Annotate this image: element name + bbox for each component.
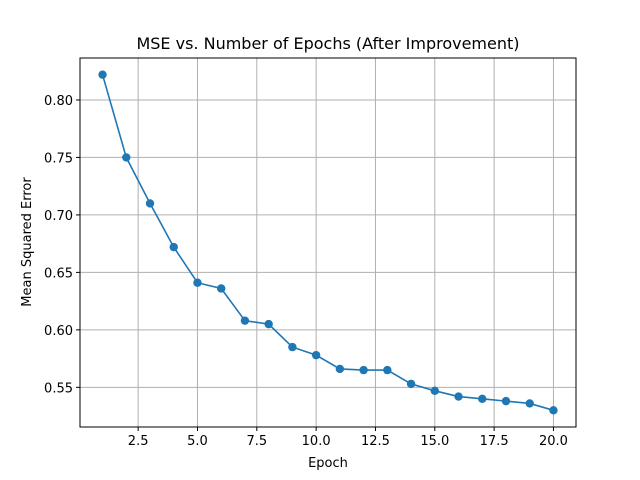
x-axis-label: Epoch <box>308 456 348 471</box>
data-point <box>549 406 558 415</box>
data-point <box>264 319 273 329</box>
data-point <box>240 316 250 325</box>
y-tick-label: 0.75 <box>44 151 73 166</box>
plot-frame <box>79 57 577 428</box>
data-point <box>359 365 368 375</box>
data-point <box>454 392 463 401</box>
data-point <box>478 394 487 404</box>
x-tick-label: 15.0 <box>420 434 449 449</box>
y-tick-label: 0.65 <box>44 266 73 281</box>
x-tick-label: 2.5 <box>128 434 149 449</box>
series-line <box>101 74 554 412</box>
x-tick-label: 17.5 <box>480 434 509 449</box>
y-tick-label: 0.55 <box>44 381 73 396</box>
x-tick-label: 12.5 <box>361 434 390 449</box>
series-layer <box>98 70 558 415</box>
data-point <box>525 399 534 408</box>
data-point <box>122 153 131 162</box>
data-point <box>288 342 297 352</box>
x-tick-label: 7.5 <box>246 434 267 449</box>
y-tick-label: 0.60 <box>44 324 73 339</box>
data-point <box>98 70 107 79</box>
x-tick-label: 5.0 <box>187 434 208 449</box>
data-point <box>383 365 392 375</box>
data-point <box>169 242 178 252</box>
data-point <box>217 284 226 293</box>
data-point <box>501 396 511 406</box>
data-point <box>145 199 155 208</box>
x-tick-label: 10.0 <box>302 434 331 449</box>
data-point <box>335 364 345 374</box>
data-point <box>406 379 416 389</box>
y-axis-label: Mean Squared Error <box>20 177 35 307</box>
data-point <box>311 350 321 360</box>
x-axis: 2.5 5.0 7.5 10.0 12.5 15.0 17.5 20.0 <box>128 427 568 449</box>
x-tick-label: 20.0 <box>539 434 568 449</box>
chart-title: MSE vs. Number of Epochs (After Improvem… <box>136 34 519 53</box>
y-axis: 0.55 0.60 0.65 0.70 0.75 0.80 <box>44 94 80 396</box>
data-point <box>430 386 439 395</box>
data-point <box>193 278 202 287</box>
grid <box>80 58 576 427</box>
y-tick-label: 0.70 <box>44 209 73 224</box>
y-tick-label: 0.80 <box>44 94 73 109</box>
